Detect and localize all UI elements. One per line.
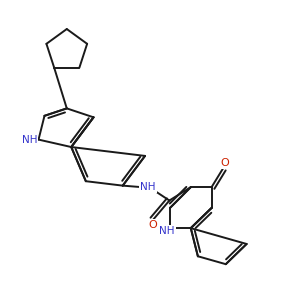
Text: O: O bbox=[149, 220, 158, 230]
Text: O: O bbox=[220, 158, 229, 168]
Text: NH: NH bbox=[22, 135, 37, 145]
Text: NH: NH bbox=[159, 226, 175, 236]
Text: NH: NH bbox=[140, 182, 156, 192]
